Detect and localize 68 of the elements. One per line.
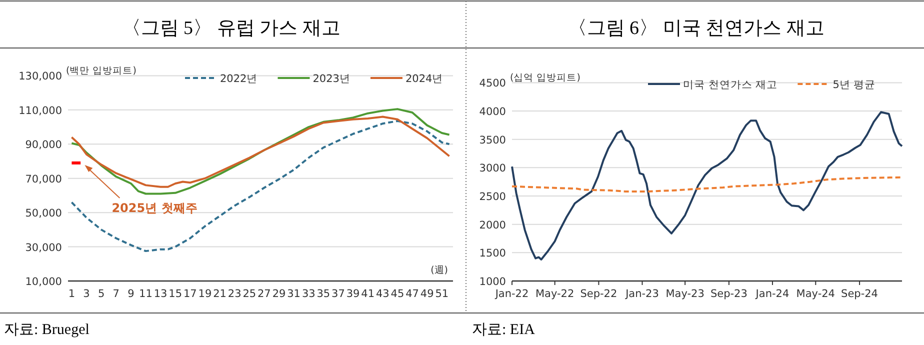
y-tick-label: 3500 xyxy=(479,134,506,146)
chart-title: 〈그림 6〉 미국 천연가스 재고 xyxy=(568,18,824,39)
y-axis-title: (백만 입방피트) xyxy=(66,66,136,77)
y-tick-label: 1000 xyxy=(479,276,506,288)
x-tick-label: Jan-24 xyxy=(754,288,790,300)
y-tick-label: 50,000 xyxy=(25,208,62,220)
x-tick-label: 11 xyxy=(139,288,152,300)
text: 자료: Bruegel xyxy=(4,322,90,338)
x-tick-label: May-22 xyxy=(535,288,574,300)
annotation: 2025년 첫째주 xyxy=(112,200,198,215)
text: 자료: EIA xyxy=(472,322,536,338)
x-tick-label: 29 xyxy=(272,288,286,300)
x-tick-label: 35 xyxy=(316,288,330,300)
x-tick-label: 3 xyxy=(83,288,90,300)
x-tick-label: 9 xyxy=(128,288,134,300)
y-tick-label: 3000 xyxy=(479,162,506,175)
line-series xyxy=(70,116,450,188)
legend-label: 2022년 xyxy=(220,73,258,85)
x-tick-label: 23 xyxy=(228,288,242,300)
line-series xyxy=(511,176,903,192)
x-tick-label: May-24 xyxy=(796,288,836,300)
y-tick-label: 130,000 xyxy=(18,70,62,83)
legend-label: 미국 천연가스 재고 xyxy=(683,79,778,91)
x-tick-label: 5 xyxy=(98,288,105,300)
x-tick-label: 15 xyxy=(168,288,182,300)
y-tick-label: 1500 xyxy=(479,248,506,260)
x-tick-label: 33 xyxy=(302,288,316,300)
legend-label: 2023년 xyxy=(312,73,350,85)
y-tick-label: 4500 xyxy=(479,78,506,90)
x-tick-label: 47 xyxy=(406,288,419,300)
x-tick-label: 7 xyxy=(112,288,120,300)
x-axis-title: (週) xyxy=(430,265,448,276)
x-tick-label: Sep-22 xyxy=(580,288,618,300)
x-tick-label: 27 xyxy=(258,288,271,300)
y-tick-label: 90,000 xyxy=(25,139,62,152)
x-tick-label: 13 xyxy=(154,288,168,300)
x-tick-label: Sep-23 xyxy=(710,288,748,300)
x-tick-label: Sep-24 xyxy=(841,288,878,300)
y-tick-label: 110,000 xyxy=(18,104,62,117)
x-tick-label: Jan-23 xyxy=(624,288,659,300)
y-tick-label: 30,000 xyxy=(25,242,62,254)
line-series xyxy=(511,111,903,260)
x-tick-label: 21 xyxy=(213,288,226,300)
x-tick-label: 19 xyxy=(198,288,212,300)
x-tick-label: 51 xyxy=(435,288,449,300)
x-tick-label: 31 xyxy=(287,288,301,300)
y-tick-label: 2000 xyxy=(479,219,506,232)
x-tick-label: 17 xyxy=(183,288,197,300)
chart-title: 〈그림 5〉 유럽 가스 재고 xyxy=(122,18,340,39)
y-tick-label: 10,000 xyxy=(25,276,62,288)
x-tick-label: 25 xyxy=(242,288,256,300)
x-tick-label: 43 xyxy=(376,288,390,300)
x-tick-label: 37 xyxy=(332,288,345,300)
x-tick-label: May-23 xyxy=(666,288,704,300)
x-tick-label: Jan-22 xyxy=(494,288,529,300)
x-tick-label: 41 xyxy=(361,288,375,300)
legend-label: 5년 평균 xyxy=(832,79,876,91)
x-tick-label: 1 xyxy=(68,288,76,300)
x-tick-label: 49 xyxy=(420,288,434,300)
line-series xyxy=(70,108,450,195)
line-series xyxy=(70,120,450,252)
x-tick-label: 45 xyxy=(390,288,404,300)
y-axis-title: (십억 입방피트) xyxy=(510,72,580,84)
x-tick-label: 39 xyxy=(346,288,360,300)
y-tick-label: 70,000 xyxy=(25,173,62,186)
y-tick-label: 4000 xyxy=(479,106,506,118)
legend-label: 2024년 xyxy=(405,73,444,85)
y-tick-label: 2500 xyxy=(479,191,506,204)
